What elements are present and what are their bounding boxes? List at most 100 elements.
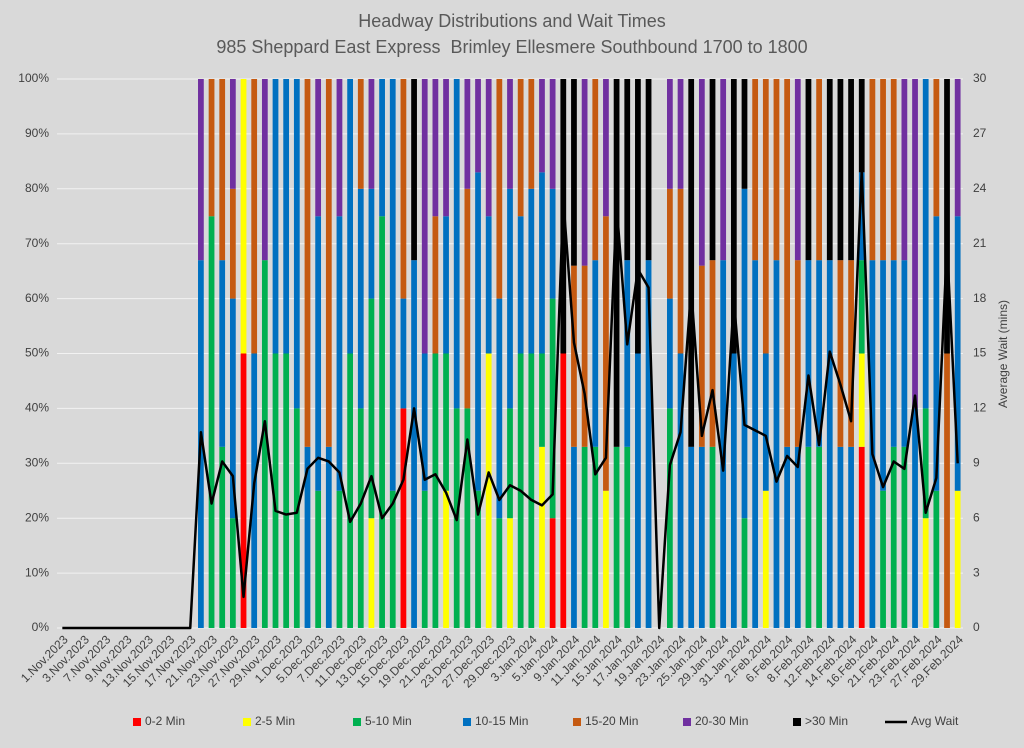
bar-segment (816, 79, 822, 261)
legend-swatch (463, 718, 471, 726)
bar-segment (208, 79, 215, 217)
bar-segment (304, 446, 311, 628)
bar-segment (741, 79, 748, 189)
bar-segment (528, 353, 535, 628)
bar-segment (709, 446, 716, 628)
bar-segment (421, 79, 428, 354)
bar-segment (858, 172, 865, 261)
bar-segment (848, 260, 854, 447)
bar-segment (432, 353, 439, 628)
bar-segment (709, 79, 716, 261)
bar-segment (347, 353, 353, 628)
bar-segment (613, 79, 620, 447)
bar-segment (368, 79, 375, 189)
bar-segment (475, 172, 481, 491)
bar-segment (944, 79, 950, 354)
bar-segment (464, 408, 471, 628)
legend-label: 2-5 Min (255, 714, 295, 728)
bar-segment (229, 518, 236, 628)
bar-segment (517, 216, 524, 354)
bar-segment (208, 216, 215, 628)
bar-segment (912, 79, 918, 409)
bar-segment (357, 79, 364, 189)
bar-segment (762, 79, 769, 354)
y2-tick-label: 15 (973, 346, 987, 360)
bar-segment (837, 79, 844, 261)
bar-segment (507, 408, 513, 519)
bar-segment (858, 353, 865, 447)
bar-segment (933, 490, 940, 628)
bar-segment (549, 298, 556, 519)
bar-segment (890, 79, 897, 261)
bar-segment (858, 79, 865, 173)
bar-segment (443, 216, 449, 354)
bar-segment (624, 260, 631, 447)
bar-segment (592, 446, 599, 628)
bar-segment (219, 260, 226, 447)
bar-segment (336, 490, 343, 628)
bar-segment (667, 408, 673, 628)
bar-segment (496, 298, 503, 519)
bar-segment (485, 353, 492, 628)
bar-segment (539, 79, 545, 173)
y2-tick-label: 0 (973, 620, 980, 634)
bar-segment (954, 79, 961, 217)
bar-segment (443, 353, 449, 491)
legend-label: 10-15 Min (475, 714, 528, 728)
bar-segment (549, 79, 556, 189)
bar-segment (805, 260, 812, 447)
bar-segment (922, 79, 929, 409)
bar-segment (688, 79, 695, 447)
bar-segment (453, 79, 460, 409)
bar-segment (357, 188, 364, 409)
y-tick-label: 100% (18, 71, 49, 85)
y2-tick-label: 24 (973, 181, 987, 195)
bar-segment (571, 265, 577, 447)
bar-segment (496, 518, 503, 628)
bar-segment (933, 79, 940, 217)
bar-segment (549, 518, 556, 628)
chart-title: Headway Distributions and Wait Times (358, 11, 665, 31)
y-tick-label: 10% (25, 565, 49, 579)
chart-subtitle: 985 Sheppard East Express Brimley Ellesm… (216, 37, 807, 57)
bar-segment (432, 216, 439, 354)
bar-segment (400, 408, 407, 628)
bar-segment (293, 79, 300, 409)
bar-segment (603, 79, 609, 217)
bar-segment (539, 172, 545, 354)
bar-segment (592, 79, 599, 261)
bar-segment (507, 518, 513, 628)
bar-segment (730, 353, 737, 628)
bar-segment (794, 446, 801, 628)
bar-segment (219, 79, 226, 261)
bar-segment (901, 446, 908, 628)
bar-segment (528, 188, 535, 354)
bar-segment (741, 518, 748, 628)
bar-segment (816, 446, 822, 628)
y2-tick-label: 21 (973, 236, 987, 250)
bar-segment (880, 490, 886, 628)
bar-segment (283, 79, 290, 354)
bar-segment (229, 298, 236, 519)
y-tick-label: 50% (25, 346, 49, 360)
bar-segment (293, 408, 300, 628)
bar-segment (837, 260, 844, 447)
bar-segment (720, 260, 727, 628)
bar-segment (240, 353, 247, 628)
bar-segment (677, 79, 684, 189)
bar-segment (667, 188, 673, 299)
bar-segment (421, 353, 428, 491)
bar-segment (240, 79, 247, 354)
y-tick-label: 60% (25, 291, 49, 305)
bar-segment (603, 490, 609, 628)
legend-label: 0-2 Min (145, 714, 185, 728)
bar-segment (773, 79, 780, 261)
bar-segment (826, 79, 833, 261)
bar-segment (315, 490, 322, 628)
bar-segment (539, 446, 545, 628)
bar-segment (368, 298, 375, 519)
bar-segment (890, 446, 897, 628)
legend-label: 5-10 Min (365, 714, 412, 728)
bar-segment (922, 408, 929, 519)
bar-segment (325, 446, 332, 628)
